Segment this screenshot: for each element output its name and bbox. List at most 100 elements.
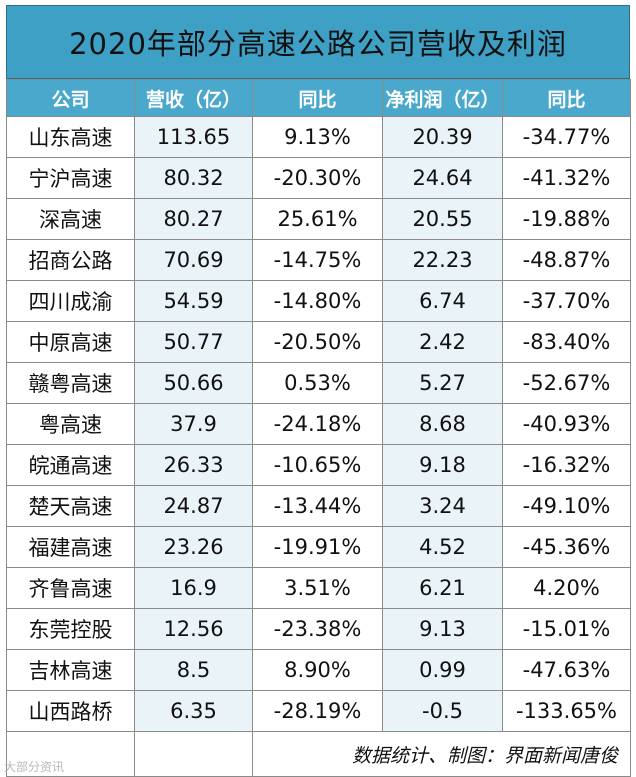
header-row: 公司 营收（亿） 同比 净利润（亿） 同比 xyxy=(6,79,631,117)
revenue-yoy-cell: -13.44% xyxy=(252,485,383,527)
table-row: 齐鲁高速 16.9 3.51% 6.21 4.20% xyxy=(6,567,631,609)
table-row: 山西路桥 6.35 -28.19% -0.5 -133.65% xyxy=(6,690,631,732)
profit-yoy-cell: -40.93% xyxy=(502,403,631,445)
net-profit-cell: 3.24 xyxy=(382,485,503,527)
profit-yoy-cell: -47.63% xyxy=(502,649,631,691)
net-profit-cell: 20.55 xyxy=(382,198,503,240)
net-profit-cell: 9.13 xyxy=(382,608,503,650)
table-row: 皖通高速 26.33 -10.65% 9.18 -16.32% xyxy=(6,444,631,486)
table-row: 四川成渝 54.59 -14.80% 6.74 -37.70% xyxy=(6,280,631,322)
header-profit-yoy: 同比 xyxy=(502,79,631,117)
net-profit-cell: 22.23 xyxy=(382,239,503,281)
source-footnote: 数据统计、制图：界面新闻唐俊 xyxy=(252,731,631,777)
company-cell: 齐鲁高速 xyxy=(6,567,135,609)
profit-yoy-cell: -41.32% xyxy=(502,157,631,199)
revenue-yoy-cell: 8.90% xyxy=(252,649,383,691)
footer-row: 数据统计、制图：界面新闻唐俊 xyxy=(6,731,631,777)
revenue-cell: 26.33 xyxy=(134,444,253,486)
table-row: 赣粤高速 50.66 0.53% 5.27 -52.67% xyxy=(6,362,631,404)
net-profit-cell: 5.27 xyxy=(382,362,503,404)
company-cell: 楚天高速 xyxy=(6,485,135,527)
net-profit-cell: 8.68 xyxy=(382,403,503,445)
net-profit-cell: 20.39 xyxy=(382,116,503,158)
company-cell: 中原高速 xyxy=(6,321,135,363)
profit-yoy-cell: -19.88% xyxy=(502,198,631,240)
revenue-yoy-cell: -10.65% xyxy=(252,444,383,486)
table-row: 山东高速 113.65 9.13% 20.39 -34.77% xyxy=(6,116,631,158)
net-profit-cell: -0.5 xyxy=(382,690,503,732)
revenue-yoy-cell: -28.19% xyxy=(252,690,383,732)
company-cell: 东莞控股 xyxy=(6,608,135,650)
table-row: 招商公路 70.69 -14.75% 22.23 -48.87% xyxy=(6,239,631,281)
company-cell: 四川成渝 xyxy=(6,280,135,322)
revenue-yoy-cell: -14.75% xyxy=(252,239,383,281)
header-net-profit: 净利润（亿） xyxy=(382,79,503,117)
revenue-cell: 24.87 xyxy=(134,485,253,527)
revenue-cell: 37.9 xyxy=(134,403,253,445)
net-profit-cell: 24.64 xyxy=(382,157,503,199)
net-profit-cell: 6.21 xyxy=(382,567,503,609)
company-cell: 粤高速 xyxy=(6,403,135,445)
revenue-cell: 6.35 xyxy=(134,690,253,732)
profit-yoy-cell: -16.32% xyxy=(502,444,631,486)
profit-yoy-cell: -52.67% xyxy=(502,362,631,404)
revenue-yoy-cell: 3.51% xyxy=(252,567,383,609)
net-profit-cell: 0.99 xyxy=(382,649,503,691)
table-row: 福建高速 23.26 -19.91% 4.52 -45.36% xyxy=(6,526,631,568)
net-profit-cell: 2.42 xyxy=(382,321,503,363)
revenue-cell: 16.9 xyxy=(134,567,253,609)
profit-yoy-cell: -48.87% xyxy=(502,239,631,281)
revenue-yoy-cell: -23.38% xyxy=(252,608,383,650)
profit-yoy-cell: -34.77% xyxy=(502,116,631,158)
revenue-cell: 12.56 xyxy=(134,608,253,650)
table-row: 粤高速 37.9 -24.18% 8.68 -40.93% xyxy=(6,403,631,445)
table-row: 东莞控股 12.56 -23.38% 9.13 -15.01% xyxy=(6,608,631,650)
revenue-yoy-cell: 9.13% xyxy=(252,116,383,158)
company-cell: 赣粤高速 xyxy=(6,362,135,404)
profit-yoy-cell: -49.10% xyxy=(502,485,631,527)
header-company: 公司 xyxy=(6,79,135,117)
table-row: 楚天高速 24.87 -13.44% 3.24 -49.10% xyxy=(6,485,631,527)
company-cell: 深高速 xyxy=(6,198,135,240)
footer-blank-cell xyxy=(6,731,135,777)
revenue-yoy-cell: -20.50% xyxy=(252,321,383,363)
table-row: 宁沪高速 80.32 -20.30% 24.64 -41.32% xyxy=(6,157,631,199)
revenue-cell: 8.5 xyxy=(134,649,253,691)
profit-yoy-cell: -133.65% xyxy=(502,690,631,732)
revenue-cell: 70.69 xyxy=(134,239,253,281)
header-revenue: 营收（亿） xyxy=(134,79,253,117)
profit-yoy-cell: -37.70% xyxy=(502,280,631,322)
data-table: 公司 营收（亿） 同比 净利润（亿） 同比 山东高速 113.65 9.13% 20.… xyxy=(6,79,631,777)
net-profit-cell: 4.52 xyxy=(382,526,503,568)
revenue-cell: 80.27 xyxy=(134,198,253,240)
revenue-yoy-cell: -24.18% xyxy=(252,403,383,445)
watermark: 大部分资讯 xyxy=(4,760,65,774)
revenue-cell: 23.26 xyxy=(134,526,253,568)
table-row: 中原高速 50.77 -20.50% 2.42 -83.40% xyxy=(6,321,631,363)
table-row: 吉林高速 8.5 8.90% 0.99 -47.63% xyxy=(6,649,631,691)
company-cell: 宁沪高速 xyxy=(6,157,135,199)
revenue-cell: 50.66 xyxy=(134,362,253,404)
profit-yoy-cell: -15.01% xyxy=(502,608,631,650)
revenue-yoy-cell: 25.61% xyxy=(252,198,383,240)
revenue-yoy-cell: 0.53% xyxy=(252,362,383,404)
net-profit-cell: 6.74 xyxy=(382,280,503,322)
profit-yoy-cell: -45.36% xyxy=(502,526,631,568)
revenue-cell: 54.59 xyxy=(134,280,253,322)
company-cell: 山东高速 xyxy=(6,116,135,158)
revenue-cell: 113.65 xyxy=(134,116,253,158)
revenue-cell: 80.32 xyxy=(134,157,253,199)
revenue-yoy-cell: -19.91% xyxy=(252,526,383,568)
page-title: 2020年部分高速公路公司营收及利润 xyxy=(6,5,630,79)
profit-yoy-cell: -83.40% xyxy=(502,321,631,363)
company-cell: 福建高速 xyxy=(6,526,135,568)
header-revenue-yoy: 同比 xyxy=(252,79,383,117)
company-cell: 皖通高速 xyxy=(6,444,135,486)
table-container: 2020年部分高速公路公司营收及利润 公司 营收（亿） 同比 净利润（亿） 同比… xyxy=(6,5,631,777)
revenue-cell: 50.77 xyxy=(134,321,253,363)
net-profit-cell: 9.18 xyxy=(382,444,503,486)
company-cell: 招商公路 xyxy=(6,239,135,281)
revenue-yoy-cell: -14.80% xyxy=(252,280,383,322)
profit-yoy-cell: 4.20% xyxy=(502,567,631,609)
revenue-yoy-cell: -20.30% xyxy=(252,157,383,199)
